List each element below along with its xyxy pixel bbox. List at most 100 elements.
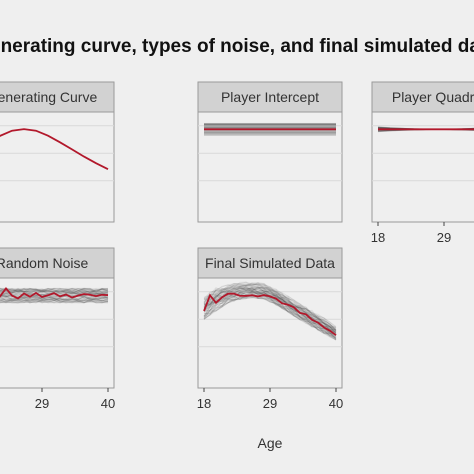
simulated-player-line: [0, 287, 109, 293]
facet-label: Player Quadratic: [392, 89, 474, 105]
simulated-player-line: [203, 284, 337, 332]
simulated-player-line: [0, 297, 109, 303]
simulated-player-line: [203, 293, 337, 341]
simulated-player-line: [0, 296, 109, 303]
simulated-player-line: [0, 288, 109, 294]
simulated-player-line: [203, 283, 337, 332]
x-tick-label: 40: [329, 396, 343, 411]
simulated-player-line: [0, 297, 109, 304]
simulated-player-line: [0, 288, 108, 294]
simulated-player-line: [203, 286, 337, 331]
simulated-player-line: [0, 298, 109, 304]
simulated-player-line: [203, 293, 337, 340]
simulated-player-line: [203, 282, 337, 327]
simulated-player-line: [0, 290, 109, 297]
simulated-player-line: [0, 288, 109, 295]
facet-panel: Final Simulated Data 18 29 40: [197, 247, 343, 411]
simulated-player-line: [203, 281, 337, 331]
simulated-player-line: [203, 291, 337, 335]
x-tick-label: 29: [263, 396, 277, 411]
facet-label: Player Intercept: [221, 89, 319, 105]
simulated-player-line: [0, 288, 109, 295]
simulated-player-line: [203, 287, 337, 334]
simulated-player-line: [0, 296, 109, 303]
simulated-player-line: [203, 282, 337, 327]
simulated-player-line: [203, 291, 337, 338]
simulated-player-line: [0, 297, 109, 303]
simulated-player-line: [203, 285, 337, 332]
simulated-player-line: [0, 288, 109, 294]
simulated-player-line: [0, 296, 109, 303]
simulated-player-line: [203, 283, 337, 331]
simulated-player-line: [0, 293, 109, 300]
simulated-player-line: [203, 287, 337, 333]
panel-frame: [0, 111, 115, 223]
simulated-player-line: [0, 297, 109, 303]
simulated-player-line: [0, 298, 109, 304]
x-tick-label: 40: [101, 396, 115, 411]
simulated-player-line: [0, 296, 109, 302]
simulated-player-line: [0, 289, 109, 295]
simulated-player-line: [0, 289, 109, 295]
facet-panel: Random Noise182940: [0, 247, 115, 411]
simulated-player-line: [203, 286, 337, 333]
simulated-player-line: [0, 298, 109, 304]
simulated-player-line: [0, 289, 109, 295]
simulated-player-line: [0, 299, 108, 304]
simulated-player-line: [0, 287, 109, 292]
simulated-player-line: [203, 284, 337, 330]
simulated-player-line: [203, 297, 337, 338]
simulated-player-line: [0, 292, 109, 298]
facet-strip: [0, 81, 115, 113]
simulated-player-line: [203, 294, 337, 341]
simulated-player-line: [0, 288, 109, 294]
x-axis-title: Age: [258, 435, 283, 451]
simulated-player-line: [203, 282, 337, 329]
simulated-player-line: [203, 287, 337, 331]
simulated-player-line: [0, 287, 109, 293]
simulated-player-line: [0, 293, 109, 299]
simulated-player-line: [203, 287, 337, 335]
simulated-player-line: [203, 289, 337, 334]
simulated-player-line: [0, 297, 109, 303]
panel-frame: [197, 111, 343, 223]
simulated-player-line: [0, 287, 109, 292]
simulated-player-line: [0, 294, 109, 301]
x-tick-label: 18: [371, 230, 385, 245]
simulated-player-line: [0, 288, 109, 295]
simulated-player-line: [0, 298, 109, 304]
simulated-player-line: [203, 284, 337, 329]
facet-panel: Player Intercept: [197, 81, 343, 223]
simulated-player-line: [0, 297, 109, 304]
simulated-player-line: [203, 293, 337, 340]
facet-panel: Generating Curve: [0, 81, 115, 223]
simulated-player-line: [0, 287, 109, 293]
x-tick-label: 29: [35, 396, 49, 411]
facet-label: Random Noise: [0, 255, 89, 271]
simulated-player-line: [203, 294, 337, 339]
simulated-player-line: [0, 289, 109, 296]
simulated-player-line: [0, 298, 109, 304]
simulated-player-line: [203, 293, 337, 340]
simulated-player-line: [203, 296, 337, 339]
simulated-player-line: [0, 290, 109, 296]
simulated-player-line: [0, 300, 109, 304]
generating-curve-line: [0, 128, 109, 171]
simulated-player-line: [0, 294, 109, 301]
simulated-player-line: [203, 292, 337, 337]
simulated-player-line: [0, 293, 109, 300]
x-tick-label: 29: [437, 230, 451, 245]
chart-title: Generating curve, types of noise, and fi…: [0, 36, 474, 57]
simulated-player-line: [0, 295, 109, 301]
facet-label: Final Simulated Data: [205, 255, 335, 271]
simulated-player-line: [203, 295, 337, 338]
simulated-player-line: [203, 283, 337, 332]
generating-curve-line: [0, 286, 109, 300]
x-tick-label: 18: [197, 396, 211, 411]
simulated-player-line: [0, 287, 109, 293]
simulated-player-line: [203, 289, 337, 333]
simulated-player-line: [203, 282, 337, 329]
simulated-player-line: [0, 287, 109, 293]
simulated-player-line: [203, 281, 337, 328]
